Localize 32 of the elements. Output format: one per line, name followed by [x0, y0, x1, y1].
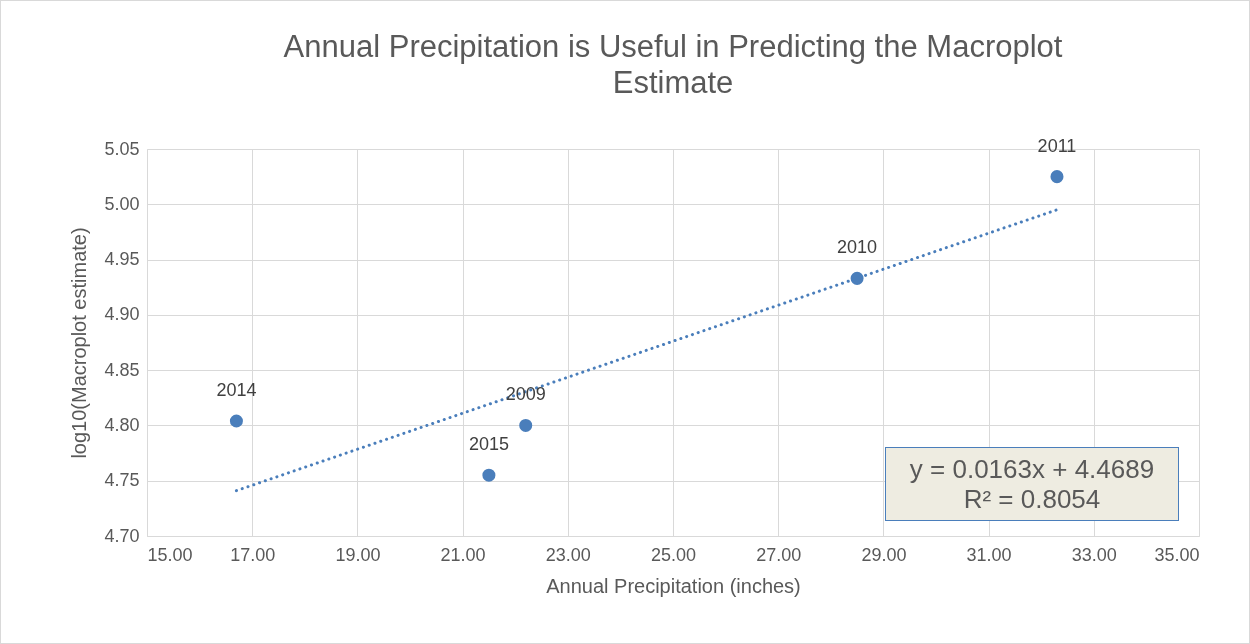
- y-tick-label: 4.90: [104, 304, 140, 325]
- y-tick-label: 5.05: [104, 138, 140, 159]
- x-tick-label: 17.00: [230, 544, 276, 565]
- point: [482, 468, 496, 482]
- x-tick-label: 29.00: [861, 544, 907, 565]
- annotation: 2014: [216, 380, 257, 401]
- annotation: R² = 0.8054: [962, 484, 1102, 514]
- y-tick-label: 5.00: [104, 193, 140, 214]
- x-tick-label: 25.00: [650, 544, 697, 565]
- y-tick-label: 4.70: [104, 525, 140, 546]
- x-tick-label: 31.00: [966, 544, 1012, 565]
- chart-title: Annual Precipitation is Useful in Predicting the Macroplot Estimate: [283, 28, 1063, 100]
- y-tick-label: 4.95: [104, 249, 140, 270]
- point: [1050, 170, 1064, 184]
- y-axis-title: log10(Macroplot estimate): [68, 227, 91, 459]
- point: [229, 414, 243, 428]
- x-axis-title: Annual Precipitation (inches): [546, 574, 801, 597]
- point: [519, 418, 533, 432]
- y-tick-label: 4.80: [104, 414, 140, 435]
- annotation: 2015: [468, 434, 509, 455]
- annotation: 2010: [837, 237, 878, 258]
- y-tick-label: 4.85: [104, 359, 140, 380]
- x-tick-label: 21.00: [440, 544, 486, 565]
- x-tick-label: 19.00: [335, 544, 381, 565]
- annotation: 2011: [1037, 135, 1077, 156]
- x-tick-label: 23.00: [545, 544, 591, 565]
- x-tick-label: 35.00: [1154, 544, 1200, 565]
- x-tick-label: 33.00: [1071, 544, 1117, 565]
- annotation: y = 0.0163x + 4.4689: [908, 454, 1156, 484]
- x-tick-label: 27.00: [756, 544, 802, 565]
- x-tick-label: 15.00: [147, 544, 193, 565]
- y-tick-label: 4.75: [104, 470, 140, 491]
